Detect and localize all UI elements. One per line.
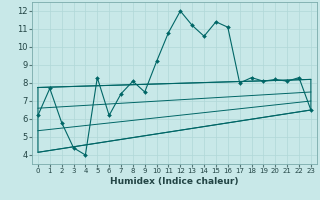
X-axis label: Humidex (Indice chaleur): Humidex (Indice chaleur) <box>110 177 239 186</box>
